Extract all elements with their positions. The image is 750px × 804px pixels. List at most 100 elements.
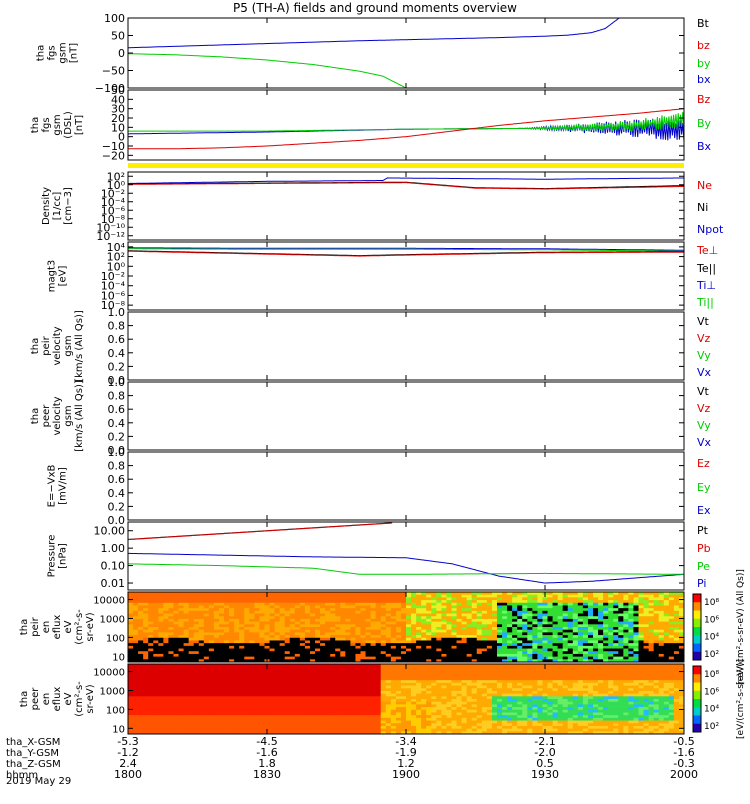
peer_spectrogram-cell: [148, 729, 153, 732]
peir_spectrogram-cell: [290, 638, 295, 641]
peir_spectrogram-cell: [376, 640, 381, 643]
peer_spectrogram-cell: [310, 677, 315, 680]
peer_spectrogram-cell: [310, 667, 315, 670]
peer_spectrogram-cell: [426, 707, 431, 710]
peir_spectrogram-cell: [366, 638, 371, 641]
peer_spectrogram-cell: [340, 707, 345, 710]
peer_spectrogram-cell: [411, 683, 416, 686]
peir_spectrogram-cell: [502, 600, 507, 603]
peer_spectrogram-cell: [421, 726, 426, 729]
peir_spectrogram-cell: [401, 640, 406, 643]
peir_spectrogram-cell: [148, 630, 153, 633]
peir_spectrogram-cell: [366, 624, 371, 627]
peir_spectrogram-cell: [184, 608, 189, 611]
peer_spectrogram-cell: [451, 675, 456, 678]
peir_spectrogram-cell: [613, 622, 618, 625]
peir_spectrogram-cell: [512, 630, 517, 633]
peir_spectrogram-cell: [189, 635, 194, 638]
peir_spectrogram-cell: [568, 654, 573, 657]
peer_spectrogram-cell: [234, 699, 239, 702]
peir_spectrogram-cell: [219, 630, 224, 633]
peir_spectrogram-cell: [492, 646, 497, 649]
peir_spectrogram-cell: [199, 640, 204, 643]
peir_spectrogram-cell: [295, 657, 300, 660]
peer_spectrogram-cell: [381, 712, 386, 715]
peir_spectrogram-cell: [426, 605, 431, 608]
peir_spectrogram-cell: [163, 632, 168, 635]
peer_spectrogram-cell: [153, 667, 158, 670]
peer_spectrogram-cell: [168, 667, 173, 670]
peir_spectrogram-cell: [386, 643, 391, 646]
peer_spectrogram-cell: [153, 688, 158, 691]
peir_spectrogram-cell: [467, 597, 472, 600]
peir_spectrogram-cell: [553, 624, 558, 627]
peir_spectrogram-cell: [249, 657, 254, 660]
peir_spectrogram-cell: [628, 638, 633, 641]
peir_spectrogram-cell: [411, 630, 416, 633]
peir_spectrogram-cell: [315, 630, 320, 633]
peer_spectrogram-cell: [366, 675, 371, 678]
peer_spectrogram-cell: [330, 688, 335, 691]
peir_spectrogram-cell: [371, 635, 376, 638]
peer_spectrogram-cell: [401, 712, 406, 715]
peir_spectrogram-cell: [436, 643, 441, 646]
peer_spectrogram-cell: [462, 712, 467, 715]
peer_spectrogram-cell: [285, 715, 290, 718]
peir_spectrogram-cell: [148, 627, 153, 630]
peir_spectrogram-cell: [229, 603, 234, 606]
peer_spectrogram-cell: [451, 702, 456, 705]
peer_spectrogram-cell: [148, 721, 153, 724]
peir_spectrogram-cell: [173, 638, 178, 641]
peir_spectrogram-cell: [138, 619, 143, 622]
peer_spectrogram-cell: [285, 667, 290, 670]
peer_spectrogram-cell: [204, 694, 209, 697]
peir_spectrogram-cell: [669, 603, 674, 606]
peir_spectrogram-cell: [537, 627, 542, 630]
peir_spectrogram-cell: [548, 611, 553, 614]
peir_spectrogram-cell: [618, 646, 623, 649]
peer_spectrogram-cell: [128, 704, 133, 707]
peir_spectrogram-cell: [209, 657, 214, 660]
peer_spectrogram-cell: [315, 667, 320, 670]
peer_spectrogram-cell: [153, 726, 158, 729]
peir_spectrogram-colorbar-band: [693, 652, 701, 661]
peir_spectrogram-cell: [568, 595, 573, 598]
peer_spectrogram-cell: [345, 723, 350, 726]
peir_spectrogram-cell: [578, 651, 583, 654]
peer_spectrogram-cell: [163, 721, 168, 724]
peer_spectrogram-cell: [457, 694, 462, 697]
peir_spectrogram-cell: [623, 619, 628, 622]
peir_spectrogram-cell: [502, 627, 507, 630]
peir_spectrogram-cell: [391, 638, 396, 641]
peer_spectrogram-cell: [224, 688, 229, 691]
peir_spectrogram-cell: [244, 624, 249, 627]
peir_spectrogram-cell: [436, 640, 441, 643]
peer_spectrogram-cell: [199, 675, 204, 678]
peer_spectrogram-cell: [158, 688, 163, 691]
peir_spectrogram-cell: [583, 595, 588, 598]
peer_spectrogram-cell: [305, 691, 310, 694]
peir_spectrogram-cell: [133, 627, 138, 630]
peir_spectrogram-cell: [502, 614, 507, 617]
peir_spectrogram-cell: [320, 657, 325, 660]
peir_spectrogram-cell: [138, 600, 143, 603]
peir_spectrogram-cell: [441, 616, 446, 619]
peir_spectrogram-cell: [396, 597, 401, 600]
peer_spectrogram-cell: [396, 723, 401, 726]
peir_spectrogram-cell: [492, 595, 497, 598]
peir_spectrogram-cell: [229, 649, 234, 652]
peer_spectrogram-cell: [173, 729, 178, 732]
peir_spectrogram-cell: [396, 635, 401, 638]
peer_spectrogram-cell: [366, 723, 371, 726]
peir_spectrogram-cell: [244, 616, 249, 619]
peer_spectrogram-cell: [148, 707, 153, 710]
peir_spectrogram-cell: [285, 608, 290, 611]
peer_spectrogram-cell: [194, 691, 199, 694]
peir_spectrogram-cell: [401, 643, 406, 646]
peir_spectrogram-cell: [603, 643, 608, 646]
peer_spectrogram-cell: [355, 691, 360, 694]
peir_spectrogram-cell: [285, 619, 290, 622]
peir_spectrogram-cell: [168, 635, 173, 638]
peir_spectrogram-cell: [381, 614, 386, 617]
peer_spectrogram-cell: [401, 672, 406, 675]
